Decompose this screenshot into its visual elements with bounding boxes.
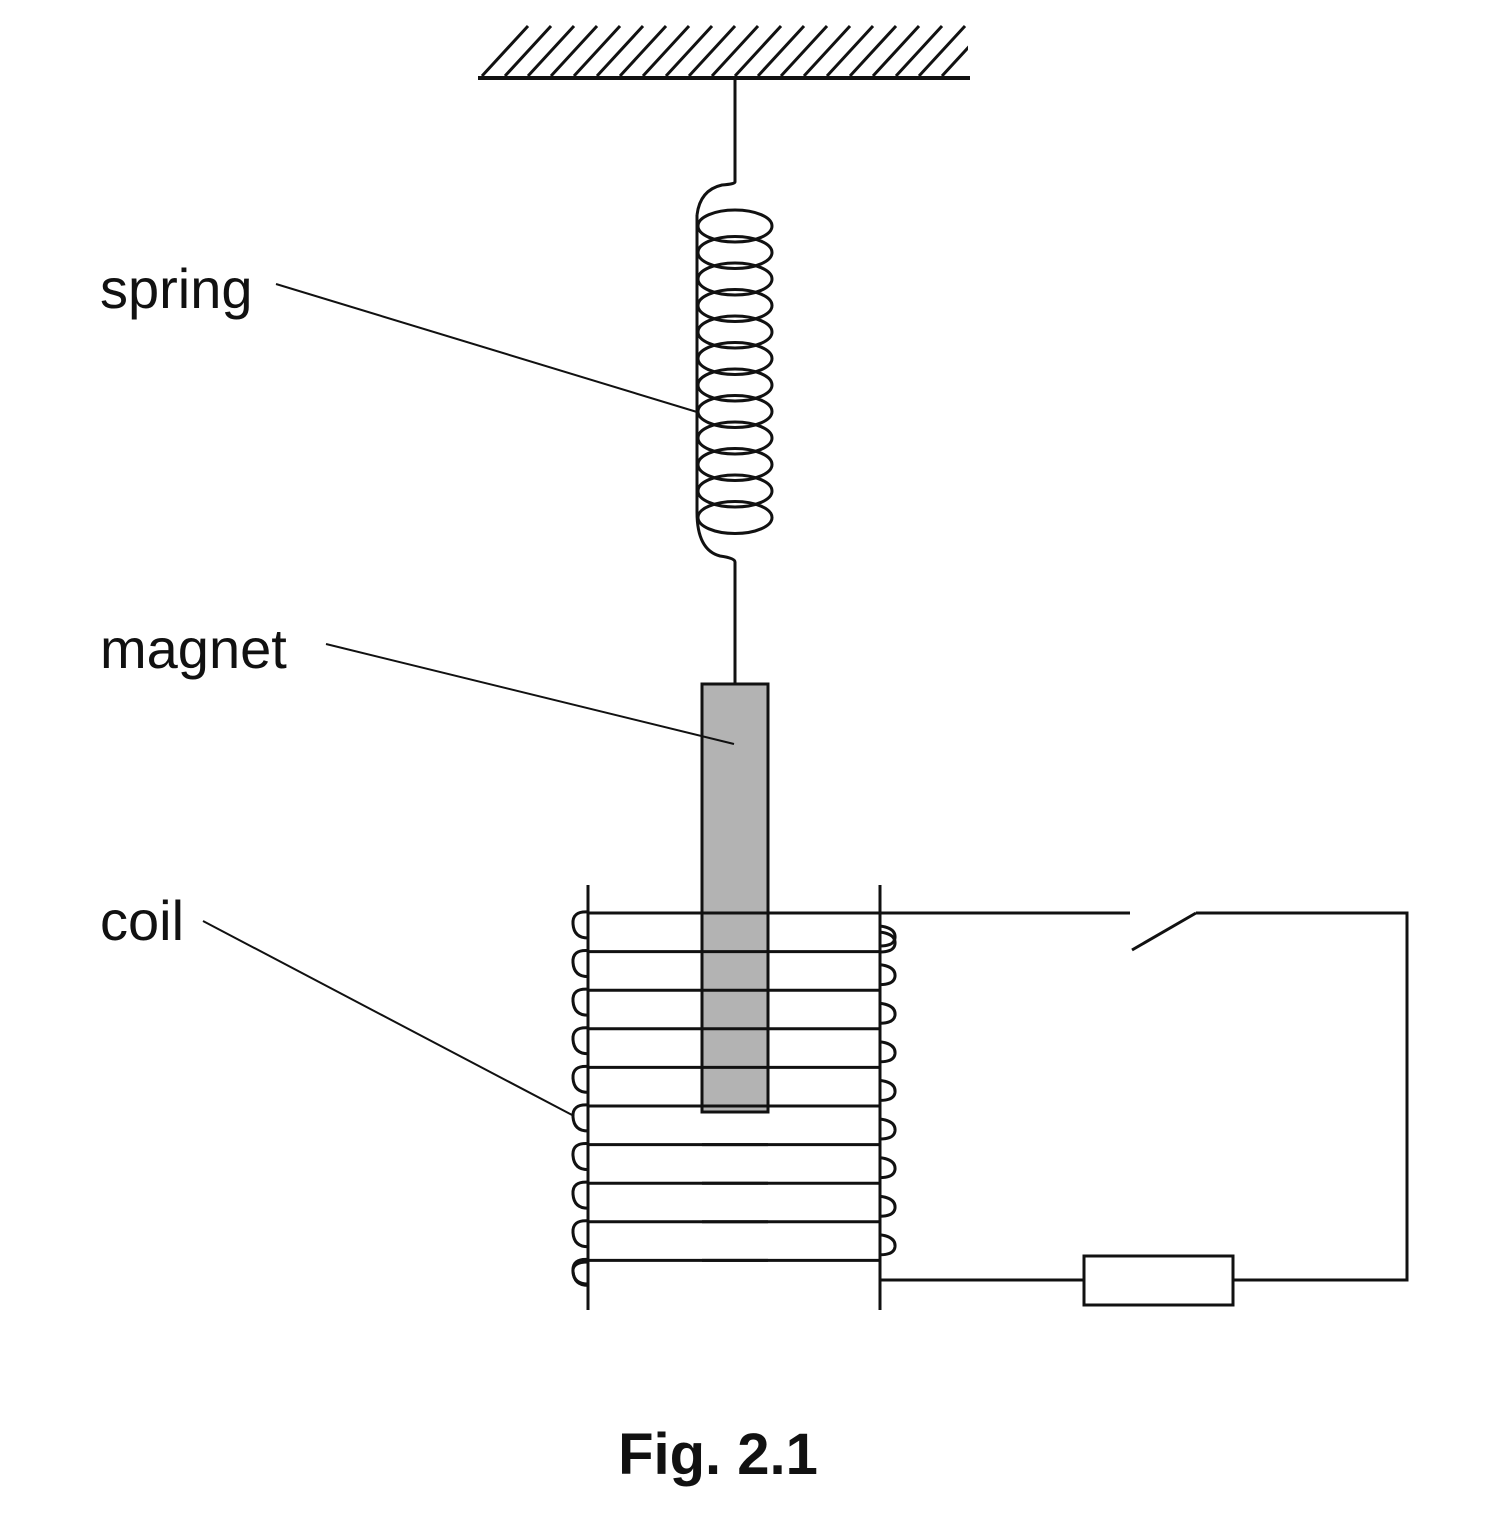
spring-leader-line (275, 283, 698, 413)
coil-loop-right (879, 1233, 897, 1257)
coil-loop-right (879, 1040, 897, 1064)
hatch-line (664, 24, 714, 78)
coil-loop-left (571, 949, 589, 979)
coil-front-turns (702, 911, 768, 1262)
magnet-label: magnet (100, 617, 287, 680)
hatch-line (825, 24, 875, 78)
upper-wire (695, 78, 737, 216)
coil-loop-left (571, 910, 589, 940)
hatch-line (480, 24, 530, 78)
coil-loop-left (571, 1219, 589, 1249)
coil-loop-right (879, 1117, 897, 1141)
switch-blade (1131, 911, 1197, 952)
hatch-line (572, 24, 622, 78)
hatch-line (687, 24, 737, 78)
coil-leader-line (202, 920, 575, 1117)
circuit (880, 911, 1409, 1307)
coil-loop-left (571, 1180, 589, 1210)
coil-loop-right (879, 1078, 897, 1102)
hatch-line (618, 24, 668, 78)
coil (571, 910, 897, 1287)
coil-loop-left (571, 987, 589, 1017)
ceiling-support (478, 24, 970, 80)
coil-loop-right (879, 1001, 897, 1025)
figure-caption: Fig. 2.1 (618, 1422, 818, 1487)
coil-loop-left (571, 1103, 589, 1133)
hatch-line (526, 24, 576, 78)
hatch-line (871, 24, 921, 78)
circuit-wire-top-right (1196, 911, 1409, 1282)
spring-label: spring (100, 257, 253, 320)
hatch-line (756, 24, 806, 78)
ceiling-hatching (480, 24, 968, 78)
resistor (1082, 1254, 1235, 1307)
hatch-line (710, 24, 760, 78)
coil-loop-right (879, 1156, 897, 1180)
hatch-line (779, 24, 829, 78)
coil-loop-left (571, 1142, 589, 1172)
hatch-line (917, 24, 967, 78)
coil-loop-left (571, 1260, 589, 1286)
hatch-line (940, 45, 968, 78)
magnet (700, 682, 770, 1114)
spring (695, 208, 774, 535)
coil-loop-left (571, 1026, 589, 1056)
coil-loop-right (879, 1194, 897, 1218)
hatch-line (894, 24, 944, 78)
hatch-line (549, 24, 599, 78)
lower-wire (695, 511, 737, 684)
magnet-leader-line (325, 643, 735, 745)
hatch-line (595, 24, 645, 78)
hatch-line (733, 24, 783, 78)
hatch-line (802, 24, 852, 78)
coil-label: coil (100, 889, 184, 952)
hatch-line (503, 24, 553, 78)
coil-loop-right (879, 963, 897, 987)
hatch-line (848, 24, 898, 78)
coil-loop-left (571, 1064, 589, 1094)
coil-loop-right (879, 930, 897, 954)
hatch-line (641, 24, 691, 78)
